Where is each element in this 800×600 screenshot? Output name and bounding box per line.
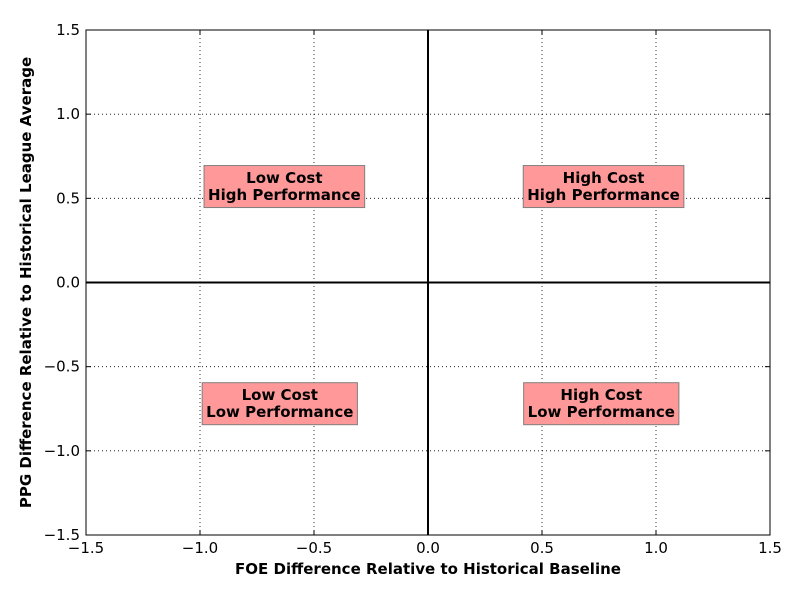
x-tick-label: −1.0 xyxy=(182,539,218,557)
y-axis-label: PPG Difference Relative to Historical Le… xyxy=(17,57,35,508)
annotation-text: Low Cost xyxy=(246,169,322,187)
annotation-box xyxy=(522,165,685,209)
annotation-text: Low Cost xyxy=(242,386,318,404)
y-tick-label: −1.0 xyxy=(44,442,80,460)
annotation-box xyxy=(203,165,366,209)
y-tick-label: 0.0 xyxy=(56,274,80,292)
x-tick-label: 1.5 xyxy=(758,539,782,557)
x-tick-label: 0.5 xyxy=(530,539,554,557)
annotation-text: High Performance xyxy=(208,186,361,204)
x-tick-label: 0.0 xyxy=(416,539,440,557)
x-tick-label: −0.5 xyxy=(296,539,332,557)
ticks: −1.5 −1.0 −0.5 0.0 0.5 1.0 1.5 −1.5 −1.0 −0.5 0.0 0… xyxy=(44,21,782,557)
y-tick-label: 1.5 xyxy=(56,21,80,39)
annotation-text: High Performance xyxy=(527,186,680,204)
x-axis-label: FOE Difference Relative to Historical Ba… xyxy=(235,560,621,578)
annotation-text: Low Performance xyxy=(528,403,675,421)
y-tick-label: −1.5 xyxy=(44,526,80,544)
y-tick-label: −0.5 xyxy=(44,358,80,376)
annotation-text: High Cost xyxy=(563,169,645,187)
annotation-box xyxy=(523,382,680,426)
x-tick-label: 1.0 xyxy=(644,539,668,557)
annotation-text: Low Performance xyxy=(206,403,353,421)
annotation-box xyxy=(201,382,358,426)
y-tick-label: 0.5 xyxy=(56,189,80,207)
x-tick-label: −1.5 xyxy=(68,539,104,557)
y-tick-label: 1.0 xyxy=(56,105,80,123)
annotation-text: High Cost xyxy=(560,386,642,404)
reference-lines xyxy=(86,30,770,535)
